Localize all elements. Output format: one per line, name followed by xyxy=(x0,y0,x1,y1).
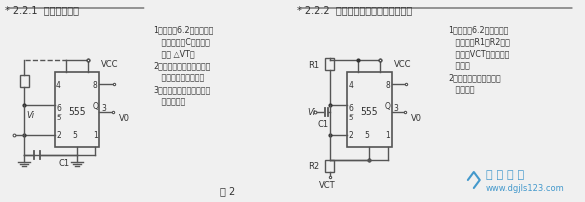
Text: www.dgjls123.com: www.dgjls123.com xyxy=(486,184,565,193)
Text: 入，变化R1、R2的值: 入，变化R1、R2的值 xyxy=(448,37,510,46)
Text: 5̅: 5̅ xyxy=(349,115,353,121)
Text: 告警、脉冲整形等。: 告警、脉冲整形等。 xyxy=(154,73,204,82)
Text: 4: 4 xyxy=(349,80,353,89)
Text: * 2.2.2  阈值电压可调的施密特触发器: * 2.2.2 阈值电压可调的施密特触发器 xyxy=(297,5,412,15)
Text: VCC: VCC xyxy=(394,60,411,69)
Text: 8: 8 xyxy=(93,80,98,89)
Text: VCC: VCC xyxy=(101,60,119,69)
Text: Q: Q xyxy=(384,101,391,110)
Text: 2）用途：电子开关、监控: 2）用途：电子开关、监控 xyxy=(154,61,211,70)
Text: Vi: Vi xyxy=(26,110,35,119)
Text: 8: 8 xyxy=(385,80,390,89)
Text: 2: 2 xyxy=(56,131,61,140)
Text: 入，输入无C，有滞后: 入，输入无C，有滞后 xyxy=(154,37,209,46)
Text: 1: 1 xyxy=(93,131,98,140)
Text: 5: 5 xyxy=(365,131,370,140)
Text: 2）用途：方波输出、脉: 2）用途：方波输出、脉 xyxy=(448,73,501,82)
Text: 电 工 天 下: 电 工 天 下 xyxy=(486,169,524,179)
Text: 555: 555 xyxy=(360,107,378,117)
Bar xyxy=(325,160,334,172)
Bar xyxy=(347,73,391,147)
Text: 3: 3 xyxy=(394,103,398,113)
Text: 图 2: 图 2 xyxy=(221,185,236,195)
Bar xyxy=(325,59,334,71)
Bar xyxy=(20,76,29,87)
Text: 3: 3 xyxy=(101,103,106,113)
Text: Q: Q xyxy=(92,101,98,110)
Text: * 2.2.1  施密特触发器: * 2.2.1 施密特触发器 xyxy=(5,5,79,15)
Text: VCT: VCT xyxy=(319,180,335,189)
Text: Vi: Vi xyxy=(307,107,315,116)
Text: 6: 6 xyxy=(56,103,61,113)
Text: R1: R1 xyxy=(308,60,319,69)
Text: 电压 △VT。: 电压 △VT。 xyxy=(154,49,194,58)
Text: 电压。: 电压。 xyxy=(448,61,470,70)
Text: V0: V0 xyxy=(411,114,422,122)
Text: 冲整形。: 冲整形。 xyxy=(448,85,474,94)
Text: 4: 4 xyxy=(56,80,61,89)
Text: R2: R2 xyxy=(308,162,319,171)
Text: C1: C1 xyxy=(58,159,70,168)
Text: 5̅: 5̅ xyxy=(56,115,61,121)
Text: 555: 555 xyxy=(68,107,85,117)
Text: 6: 6 xyxy=(349,103,353,113)
Text: 5: 5 xyxy=(73,131,77,140)
Text: 3）别名：滞后比较器、反: 3）别名：滞后比较器、反 xyxy=(154,85,211,94)
Text: 相比较器。: 相比较器。 xyxy=(154,97,185,105)
Text: V0: V0 xyxy=(119,114,130,122)
Text: 2: 2 xyxy=(349,131,353,140)
Text: 1）特点：6.2端短接作输: 1）特点：6.2端短接作输 xyxy=(154,25,214,34)
Bar xyxy=(54,73,99,147)
Text: 或改变VCT以调整阈值: 或改变VCT以调整阈值 xyxy=(448,49,510,58)
Text: 1: 1 xyxy=(385,131,390,140)
Text: 1）特点：6.2端短接作输: 1）特点：6.2端短接作输 xyxy=(448,25,508,34)
Text: C1: C1 xyxy=(318,119,329,128)
